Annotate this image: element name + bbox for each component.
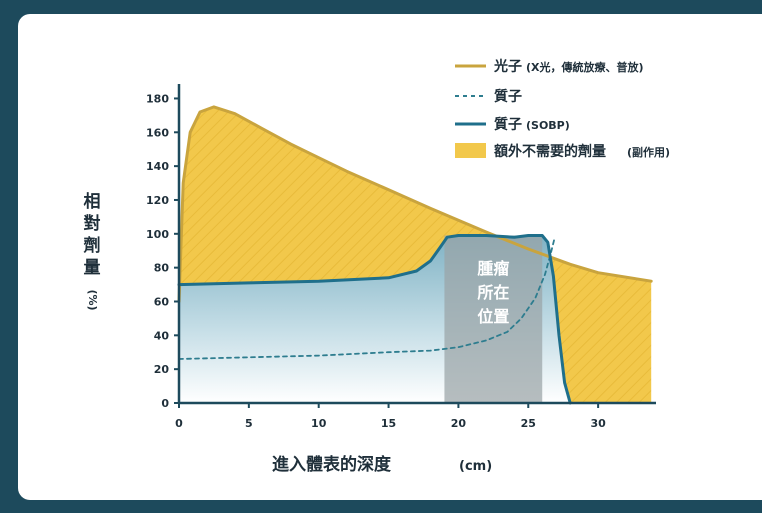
y-tick-label: 120: [146, 194, 169, 207]
x-tick-label: 10: [311, 417, 327, 430]
legend: 光子 (X光，傳統放療、普放) 質子 質子 (SOBP) 額外不需要的劑量 (副…: [455, 58, 670, 160]
photon-line: [177, 105, 653, 303]
x-tick-label: 25: [521, 417, 536, 430]
y-tick-label: 140: [146, 160, 169, 173]
x-axis-title: 進入體表的深度 (cm): [272, 454, 492, 475]
tumor-label-line: 所在: [477, 283, 509, 302]
x-axis-unit: (cm): [459, 459, 492, 474]
y-axis-title-char: 劑: [83, 235, 101, 256]
y-tick-label: 20: [154, 363, 170, 376]
y-tick-label: 40: [154, 329, 170, 342]
legend-note-proton-sobp: (SOBP): [526, 119, 570, 132]
y-tick-label: 80: [154, 262, 170, 275]
logo-subtext: 優活健康: [703, 487, 745, 500]
x-tick-label: 15: [381, 417, 396, 430]
tumor-label-line: 位置: [477, 307, 509, 326]
tumor-label-line: 腫瘤: [477, 259, 509, 278]
y-axis-unit: (%): [86, 289, 99, 310]
legend-label-proton-sobp: 質子: [494, 116, 522, 133]
legend-label-photon: 光子: [493, 58, 522, 75]
y-axis-title-char: 量: [84, 257, 101, 278]
x-tick-label: 30: [590, 417, 606, 430]
y-axis-title-char: 對: [84, 213, 101, 234]
x-tick-label: 5: [245, 417, 253, 430]
x-axis-title-text: 進入體表的深度: [272, 454, 392, 475]
legend-note-extra-dose: (副作用): [627, 145, 670, 159]
y-axis-title: 相 對 劑 量 (%): [83, 191, 101, 311]
logo: Uho 優活健康: [672, 484, 745, 502]
y-tick-label: 60: [154, 295, 170, 308]
tumor-region: [444, 235, 543, 403]
proton-dashed-line: [178, 236, 556, 360]
legend-swatch-extra-dose: [455, 143, 486, 158]
y-tick-label: 100: [146, 228, 169, 241]
x-tick-label: 20: [451, 417, 467, 430]
y-tick-label: 0: [161, 397, 169, 410]
proton-sobp-line: [177, 234, 572, 405]
legend-note-photon: (X光，傳統放療、普放): [526, 60, 644, 74]
y-tick-label: 160: [146, 126, 169, 139]
x-tick-label: 0: [175, 417, 183, 430]
y-axis-title-char: 相: [84, 191, 101, 212]
legend-label-proton: 質子: [494, 88, 522, 105]
legend-label-extra-dose: 額外不需要的劑量: [493, 143, 606, 160]
y-tick-label: 180: [146, 92, 169, 105]
axes: 0 20 40 60 80 100 120 140 160 180 0 5 10 15 20 25 30: [146, 84, 656, 430]
logo-mark: Uho: [672, 484, 705, 502]
